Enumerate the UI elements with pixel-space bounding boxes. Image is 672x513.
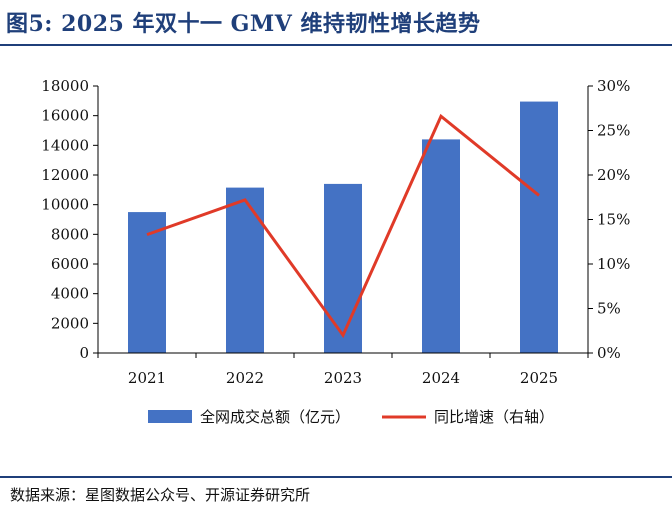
bar-series <box>128 101 558 353</box>
bar-2024 <box>422 139 460 353</box>
y-left-tick-label: 10000 <box>41 196 89 214</box>
y-left-tick-label: 18000 <box>41 77 89 95</box>
y-left-tick-label: 14000 <box>41 136 89 154</box>
y-right-tick-label: 25% <box>597 122 630 140</box>
title-rule <box>0 44 672 46</box>
legend-bar-label: 全网成交总额（亿元） <box>200 408 350 426</box>
legend: 全网成交总额（亿元） 同比增速（右轴） <box>148 408 554 426</box>
y-right-tick-label: 5% <box>597 300 621 318</box>
legend-bar-swatch <box>148 410 192 423</box>
y-right-tick-label: 10% <box>597 255 630 273</box>
bar-2021 <box>128 212 166 353</box>
chart: 0 2000 4000 6000 8000 10000 12000 14000 16000 180… <box>41 77 630 426</box>
legend-line-label: 同比增速（右轴） <box>434 408 554 426</box>
y-left-tick-label: 4000 <box>51 285 89 303</box>
figure-title: 图5: 2025 年双十一 GMV 维持韧性增长趋势 <box>6 11 481 37</box>
source-rule <box>0 476 672 478</box>
y-right-tick-label: 20% <box>597 166 630 184</box>
x-tick-label-2025: 2025 <box>520 369 558 387</box>
y-left-tick-label: 6000 <box>51 255 89 273</box>
x-tick-label-2022: 2022 <box>226 369 264 387</box>
source-note: 数据来源：星图数据公众号、开源证券研究所 <box>10 486 311 504</box>
y-right-tick-label: 15% <box>597 211 630 229</box>
y-left-tick-label: 16000 <box>41 107 89 125</box>
bar-2022 <box>226 187 264 353</box>
axes: 0 2000 4000 6000 8000 10000 12000 14000 16000 180… <box>41 77 630 387</box>
y-right-tick-label: 0% <box>597 344 621 362</box>
y-left-tick-label: 12000 <box>41 166 89 184</box>
y-left-tick-label: 8000 <box>51 225 89 243</box>
y-right-tick-label: 30% <box>597 77 630 95</box>
y-left-tick-label: 0 <box>79 344 89 362</box>
y-left-tick-label: 2000 <box>51 314 89 332</box>
x-tick-label-2023: 2023 <box>324 369 362 387</box>
x-tick-label-2024: 2024 <box>422 369 460 387</box>
x-tick-label-2021: 2021 <box>128 369 166 387</box>
bar-2025 <box>520 101 558 353</box>
bar-2023 <box>324 183 362 353</box>
line-series <box>146 113 540 339</box>
